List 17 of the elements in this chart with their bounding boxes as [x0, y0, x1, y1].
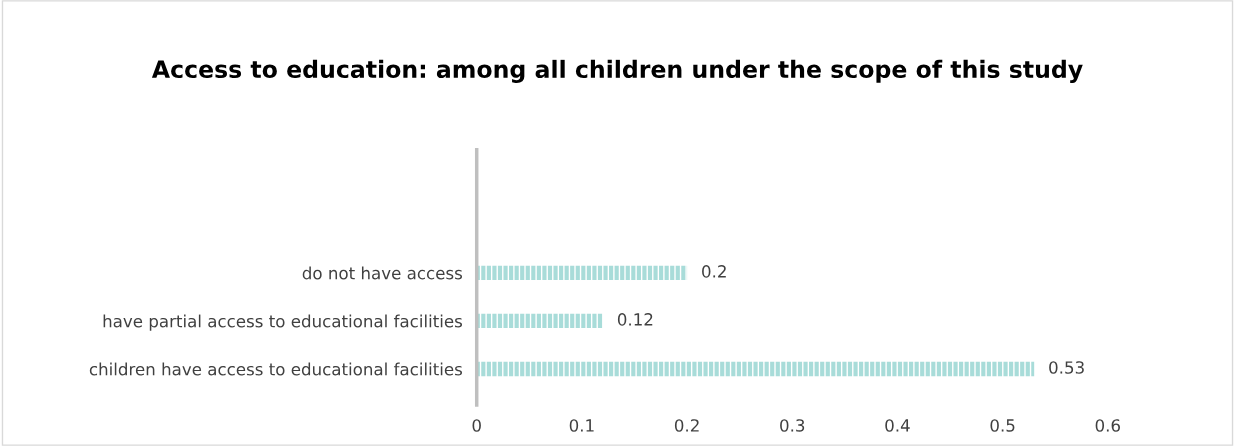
y-tick-label: have partial access to educational facilities [103, 314, 463, 331]
x-tick-label: 0.3 [780, 419, 805, 432]
x-tick-label: 0.6 [1095, 419, 1120, 432]
bar [476, 313, 603, 329]
x-tick-label: 0 [472, 419, 481, 432]
x-tick-label: 0.2 [674, 419, 699, 432]
x-tick-label: 0.1 [569, 419, 594, 432]
y-tick-label: children have access to educational facilities [89, 362, 463, 376]
bar [476, 265, 688, 281]
bar [476, 361, 1035, 377]
data-label: 0.12 [617, 313, 653, 326]
y-tick-label: do not have access [302, 266, 463, 280]
chart-title: Access to education: among all children under the scope of this study [151, 59, 1083, 83]
x-tick-label: 0.4 [885, 419, 910, 432]
data-label: 0.53 [1049, 361, 1084, 374]
data-label: 0.2 [702, 265, 726, 278]
x-tick-label: 0.5 [990, 419, 1015, 432]
